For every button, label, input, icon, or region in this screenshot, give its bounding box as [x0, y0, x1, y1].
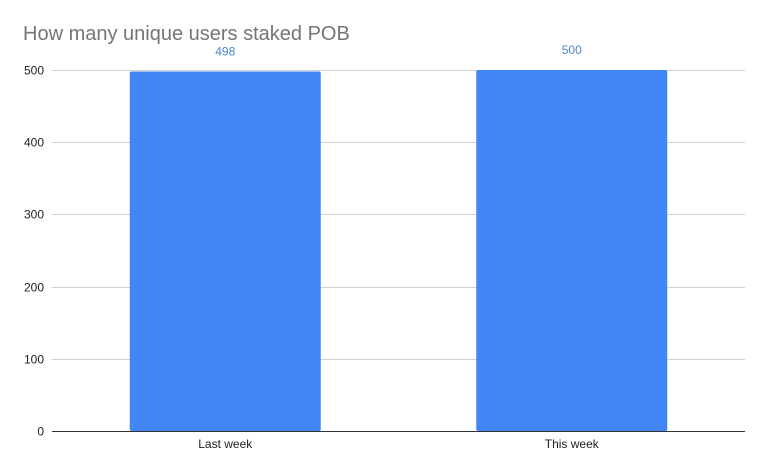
data-label: 500	[562, 43, 582, 57]
x-tick-label: This week	[545, 437, 600, 451]
x-tick-label: Last week	[198, 437, 253, 451]
y-tick-label: 200	[24, 281, 44, 295]
y-tick-label: 100	[24, 353, 44, 367]
y-tick-label: 400	[24, 136, 44, 150]
y-tick-label: 300	[24, 208, 44, 222]
y-tick-label: 0	[37, 425, 44, 439]
chart-title: How many unique users staked POB	[23, 23, 350, 45]
data-label: 498	[215, 44, 235, 58]
y-tick-label: 500	[24, 64, 44, 78]
bar	[129, 71, 321, 431]
bar	[476, 70, 668, 431]
